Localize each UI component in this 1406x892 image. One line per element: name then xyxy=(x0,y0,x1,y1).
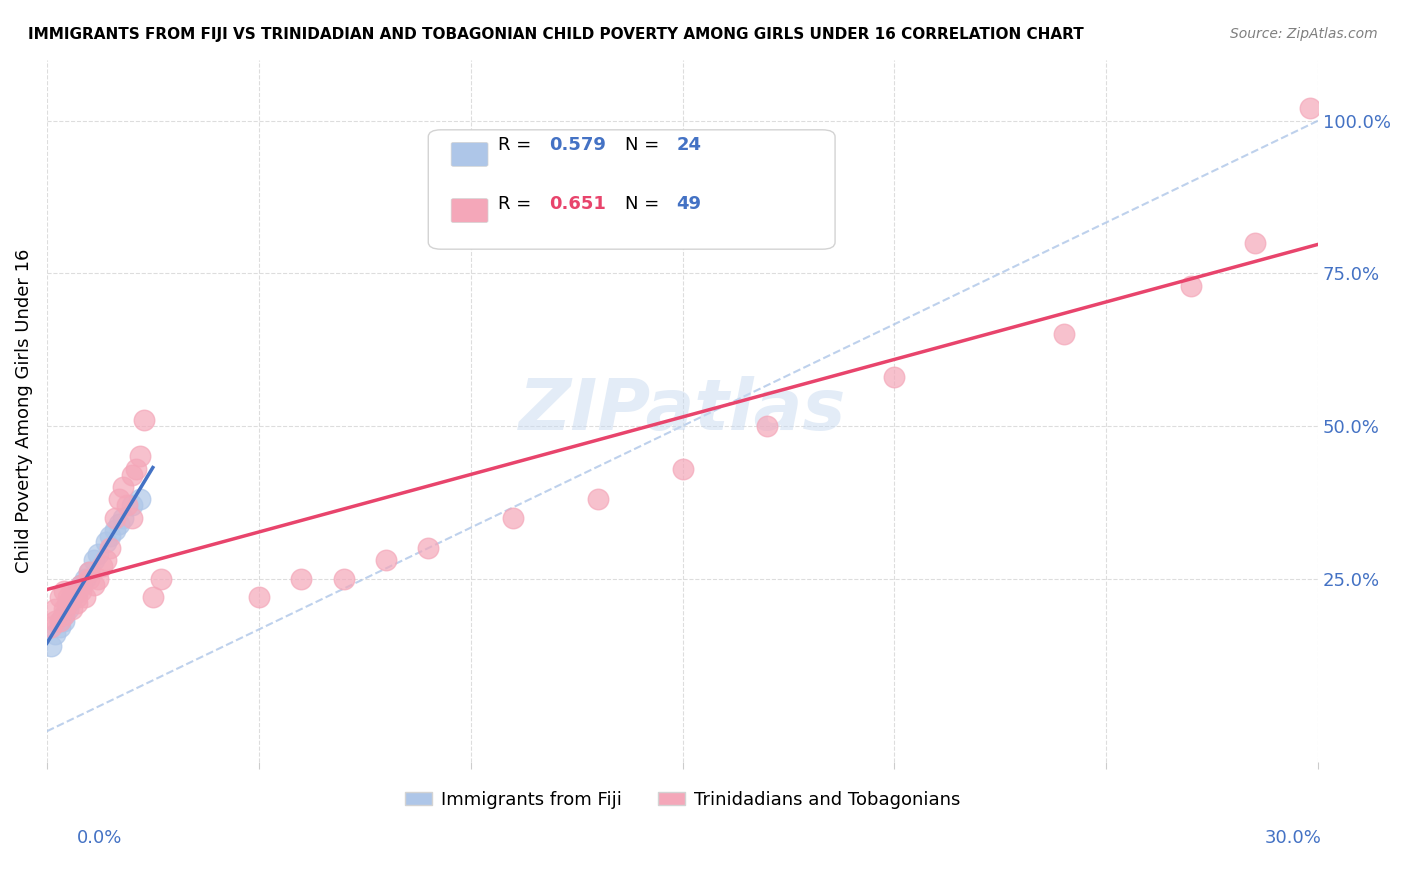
Point xyxy=(134,413,156,427)
Text: R =: R = xyxy=(498,136,537,154)
Point xyxy=(52,583,75,598)
Point xyxy=(332,572,354,586)
Point xyxy=(77,566,100,580)
Point xyxy=(290,572,312,586)
Point xyxy=(91,559,114,574)
Point xyxy=(129,492,152,507)
Point xyxy=(56,602,79,616)
Point xyxy=(112,510,135,524)
Point xyxy=(48,620,70,634)
Point xyxy=(1243,235,1265,250)
Point xyxy=(44,602,66,616)
Point xyxy=(52,608,75,623)
Point xyxy=(142,590,165,604)
Text: 0.651: 0.651 xyxy=(548,194,606,212)
Point xyxy=(44,615,66,629)
Point xyxy=(65,596,87,610)
Point xyxy=(756,419,779,434)
Point xyxy=(83,577,105,591)
Point xyxy=(48,590,70,604)
Point xyxy=(87,547,110,561)
Point xyxy=(39,639,62,653)
Point xyxy=(121,499,143,513)
FancyBboxPatch shape xyxy=(429,130,835,249)
Point xyxy=(52,602,75,616)
Point xyxy=(108,492,131,507)
Point xyxy=(69,577,91,591)
Point xyxy=(117,499,139,513)
FancyBboxPatch shape xyxy=(451,199,488,222)
Point xyxy=(150,572,173,586)
Text: 0.0%: 0.0% xyxy=(77,829,122,847)
Point xyxy=(77,566,100,580)
Y-axis label: Child Poverty Among Girls Under 16: Child Poverty Among Girls Under 16 xyxy=(15,249,32,573)
Point xyxy=(129,450,152,464)
Point xyxy=(100,529,122,543)
Point xyxy=(671,461,693,475)
Point xyxy=(69,577,91,591)
Text: 24: 24 xyxy=(676,136,702,154)
Point xyxy=(39,620,62,634)
Text: N =: N = xyxy=(626,194,665,212)
Point xyxy=(65,590,87,604)
Legend: Immigrants from Fiji, Trinidadians and Tobagonians: Immigrants from Fiji, Trinidadians and T… xyxy=(398,783,967,816)
Point xyxy=(112,480,135,494)
FancyBboxPatch shape xyxy=(451,143,488,166)
Point xyxy=(56,596,79,610)
Text: IMMIGRANTS FROM FIJI VS TRINIDADIAN AND TOBAGONIAN CHILD POVERTY AMONG GIRLS UND: IMMIGRANTS FROM FIJI VS TRINIDADIAN AND … xyxy=(28,27,1084,42)
Text: 30.0%: 30.0% xyxy=(1265,829,1322,847)
Point xyxy=(125,461,148,475)
Text: ZIPatlas: ZIPatlas xyxy=(519,376,846,445)
Point xyxy=(60,590,83,604)
Point xyxy=(502,510,524,524)
Point xyxy=(883,370,905,384)
Point xyxy=(44,626,66,640)
Point xyxy=(69,583,91,598)
Text: 0.579: 0.579 xyxy=(548,136,606,154)
Point xyxy=(121,467,143,482)
Text: Source: ZipAtlas.com: Source: ZipAtlas.com xyxy=(1230,27,1378,41)
Point xyxy=(586,492,609,507)
Text: 49: 49 xyxy=(676,194,702,212)
Point xyxy=(247,590,270,604)
Point xyxy=(77,572,100,586)
Point xyxy=(56,590,79,604)
Point xyxy=(96,553,118,567)
Point xyxy=(374,553,396,567)
Point xyxy=(60,602,83,616)
Point xyxy=(60,590,83,604)
Point xyxy=(48,615,70,629)
Point xyxy=(73,590,96,604)
Point xyxy=(1298,102,1320,116)
Point xyxy=(73,572,96,586)
Point xyxy=(69,577,91,591)
Point xyxy=(96,535,118,549)
Point xyxy=(87,572,110,586)
Point xyxy=(108,516,131,531)
Point xyxy=(104,523,127,537)
Point xyxy=(83,553,105,567)
Point xyxy=(52,608,75,623)
Point xyxy=(60,583,83,598)
Point xyxy=(1053,327,1076,342)
Point xyxy=(1180,278,1202,293)
Point xyxy=(48,615,70,629)
Text: N =: N = xyxy=(626,136,665,154)
Text: R =: R = xyxy=(498,194,537,212)
Point xyxy=(56,596,79,610)
Point xyxy=(52,615,75,629)
Point xyxy=(104,510,127,524)
Point xyxy=(65,583,87,598)
Point xyxy=(418,541,440,555)
Point xyxy=(121,510,143,524)
Point xyxy=(100,541,122,555)
